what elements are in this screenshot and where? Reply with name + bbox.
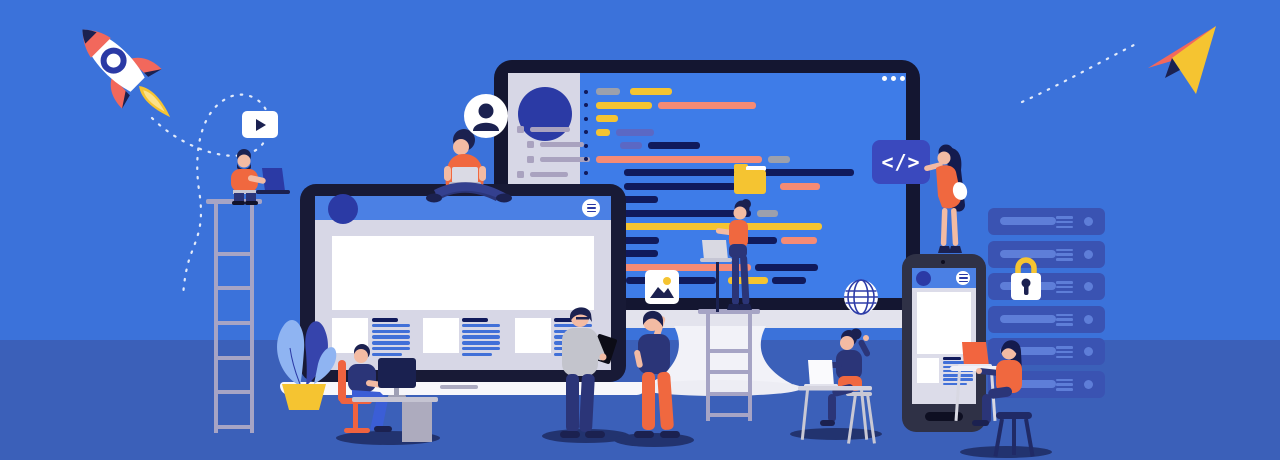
man-talking-orange-pants [614, 310, 694, 447]
monitor-stand [638, 326, 802, 396]
code-line [584, 142, 854, 149]
phone-home-pill [925, 412, 963, 421]
image-icon [645, 270, 679, 304]
code-tag-label: </> [881, 150, 921, 174]
phone-menu-icon [956, 271, 970, 285]
woman-on-platform-ladder [700, 199, 752, 312]
code-line [584, 155, 854, 163]
line-bullet [584, 103, 588, 107]
sidebar-item [517, 126, 596, 133]
card-text [372, 318, 412, 359]
man-at-desk-with-monitor [336, 344, 440, 445]
code-line [584, 128, 854, 136]
code-line [584, 88, 854, 95]
card-image [515, 318, 551, 353]
rocket-icon [82, 29, 171, 118]
phone-card-image [917, 358, 939, 383]
tall-ladder [206, 199, 262, 433]
man-with-tablet [542, 307, 630, 443]
sidebar-avatar [518, 87, 572, 141]
code-line [584, 182, 854, 190]
code-line [584, 115, 854, 122]
laptop-trackpad-notch [440, 385, 478, 389]
server-unit [988, 240, 1105, 268]
line-bullet [584, 157, 588, 161]
platform-ladder [698, 309, 760, 421]
globe-icon [844, 279, 878, 315]
line-bullet [584, 89, 588, 94]
paper-plane-icon [1148, 26, 1216, 94]
laptop-site-logo [328, 194, 358, 224]
phone-hero-banner [917, 292, 971, 354]
card-text [462, 318, 502, 359]
woman-on-stool-at-servers [950, 340, 1052, 458]
server-unit [988, 208, 1105, 235]
window-dots-icon [882, 76, 905, 81]
man-on-tall-ladder-with-laptop [231, 149, 290, 205]
line-bullet [584, 143, 588, 148]
plant [277, 320, 337, 410]
line-bullet [584, 170, 588, 175]
woman-standing-on-phone [924, 144, 968, 253]
security-lock-icon [1011, 257, 1041, 300]
phone-site-logo [916, 271, 931, 286]
folder-icon [734, 164, 766, 194]
play-triangle-icon [256, 118, 266, 131]
play-video-icon [242, 111, 278, 138]
card-image [423, 318, 459, 353]
sidebar-item [527, 156, 596, 163]
sidebar-item [527, 141, 596, 148]
laptop-hero-banner [332, 236, 594, 310]
sidebar-item [517, 171, 596, 178]
phone-camera-dot [941, 260, 945, 264]
menu-icon [582, 199, 600, 217]
person-sitting-on-laptop [426, 129, 512, 203]
line-bullet [584, 116, 588, 121]
code-tag-icon: </> [872, 140, 930, 184]
woman-at-small-desk [790, 328, 882, 444]
line-bullet [584, 130, 588, 134]
server-unit [988, 305, 1105, 333]
code-line [584, 169, 854, 176]
user-avatar-glyph [473, 103, 499, 131]
code-line [584, 101, 854, 109]
laptop-browser-bar [315, 196, 611, 220]
